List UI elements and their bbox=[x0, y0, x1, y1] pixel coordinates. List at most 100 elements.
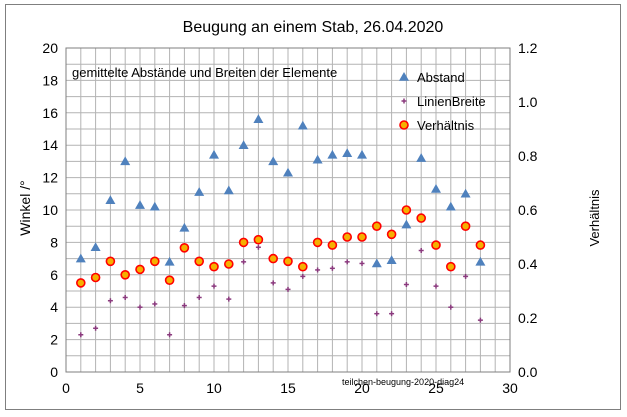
data-point bbox=[268, 156, 279, 166]
grid bbox=[65, 47, 511, 373]
data-point bbox=[431, 183, 441, 193]
data-point bbox=[418, 248, 424, 253]
data-point bbox=[164, 275, 175, 286]
x-tick-label: 20 bbox=[354, 380, 370, 396]
data-point bbox=[194, 256, 204, 267]
chart-frame: 0 5 10 15 20 25 30 0 2 4 6 8 10 12 14 16 18 20 0.0 0.2 0.4 0.… bbox=[5, 4, 621, 410]
data-point bbox=[431, 240, 441, 250]
data-point bbox=[223, 185, 234, 195]
data-point bbox=[416, 153, 427, 162]
y-tick-label: 12 bbox=[42, 170, 58, 186]
data-point bbox=[209, 149, 219, 159]
data-point bbox=[196, 294, 202, 300]
y-tick-label: 10 bbox=[42, 202, 58, 218]
chart-title: Beugung an einem Stab, 26.04.2020 bbox=[183, 19, 444, 36]
data-point bbox=[327, 149, 338, 159]
y2-tick-label: 0.2 bbox=[518, 310, 538, 326]
series-2 bbox=[76, 205, 486, 288]
legend-marker bbox=[399, 72, 409, 81]
data-point bbox=[78, 332, 84, 338]
y-tick-label: 0 bbox=[50, 364, 58, 380]
y2-tick-label: 1.2 bbox=[518, 40, 538, 56]
x-tick-label: 10 bbox=[206, 380, 222, 396]
data-point bbox=[389, 311, 395, 317]
data-point bbox=[357, 149, 367, 159]
data-point bbox=[105, 256, 116, 267]
legend: Abstand LinienBreite Verhältnis bbox=[399, 70, 486, 133]
x-tick-label: 25 bbox=[428, 380, 444, 396]
data-point bbox=[357, 232, 367, 242]
series-1 bbox=[78, 244, 483, 338]
y-tick-label: 16 bbox=[42, 105, 58, 121]
data-point bbox=[460, 188, 471, 198]
data-point bbox=[285, 286, 291, 292]
data-point bbox=[359, 260, 365, 266]
data-point bbox=[477, 317, 483, 323]
data-point bbox=[386, 229, 397, 240]
data-point bbox=[226, 296, 232, 302]
data-point bbox=[137, 304, 143, 310]
data-point bbox=[152, 301, 158, 307]
data-point bbox=[93, 325, 99, 331]
y-tick-label: 20 bbox=[42, 40, 58, 56]
legend-marker bbox=[399, 120, 409, 130]
data-point bbox=[107, 298, 113, 304]
y2-tick-label: 0.4 bbox=[518, 256, 538, 272]
y-tick-label: 6 bbox=[50, 267, 58, 283]
y-tick-label: 2 bbox=[50, 332, 58, 348]
data-point bbox=[445, 201, 456, 211]
data-point bbox=[209, 261, 219, 272]
plot-area bbox=[65, 47, 511, 373]
legend-label: Verhältnis bbox=[417, 118, 475, 133]
data-point bbox=[463, 273, 469, 279]
x-tick-label: 5 bbox=[136, 380, 144, 396]
y-tick-label: 18 bbox=[42, 72, 58, 88]
marks bbox=[75, 114, 486, 338]
data-point bbox=[255, 244, 261, 250]
data-point bbox=[448, 304, 454, 310]
y-axis-label: Winkel /° bbox=[17, 180, 33, 235]
data-point bbox=[416, 213, 427, 223]
data-point bbox=[315, 267, 321, 273]
data-point bbox=[445, 261, 456, 272]
data-point bbox=[268, 253, 279, 264]
data-point bbox=[76, 278, 86, 288]
x-tick-label: 0 bbox=[62, 380, 70, 396]
data-point bbox=[179, 222, 190, 232]
data-point bbox=[300, 273, 306, 279]
data-point bbox=[371, 258, 382, 268]
data-point bbox=[374, 311, 380, 317]
data-point bbox=[149, 201, 160, 211]
axes: 0 5 10 15 20 25 30 0 2 4 6 8 10 12 14 16 18 20 0.0 0.2 0.4 0.… bbox=[42, 40, 537, 396]
data-point bbox=[342, 148, 353, 158]
data-point bbox=[344, 259, 350, 265]
data-point bbox=[75, 253, 86, 263]
chart-footnote: teilchen-beugung-2020-diag24 bbox=[342, 377, 464, 387]
data-point bbox=[253, 114, 264, 124]
data-point bbox=[105, 195, 116, 205]
data-point bbox=[329, 265, 335, 271]
legend-marker bbox=[401, 98, 407, 104]
data-point bbox=[194, 187, 205, 196]
y-tick-label: 4 bbox=[50, 299, 58, 315]
data-point bbox=[297, 120, 308, 130]
y2-tick-label: 0.0 bbox=[518, 364, 538, 380]
data-point bbox=[120, 269, 130, 280]
data-point bbox=[90, 272, 101, 283]
data-point bbox=[167, 332, 173, 338]
data-point bbox=[386, 255, 397, 264]
data-point bbox=[475, 256, 486, 266]
data-point bbox=[371, 221, 382, 231]
data-point bbox=[312, 237, 323, 248]
y-tick-label: 8 bbox=[50, 234, 58, 250]
data-point bbox=[238, 140, 249, 149]
data-point bbox=[135, 264, 145, 275]
legend-label: Abstand bbox=[417, 70, 465, 85]
data-point bbox=[403, 282, 409, 288]
y2-tick-label: 0.6 bbox=[518, 202, 538, 218]
data-point bbox=[120, 156, 131, 166]
series-0 bbox=[75, 114, 486, 268]
data-point bbox=[179, 243, 190, 253]
data-point bbox=[475, 240, 486, 250]
chart: 0 5 10 15 20 25 30 0 2 4 6 8 10 12 14 16 18 20 0.0 0.2 0.4 0.… bbox=[17, 19, 602, 396]
